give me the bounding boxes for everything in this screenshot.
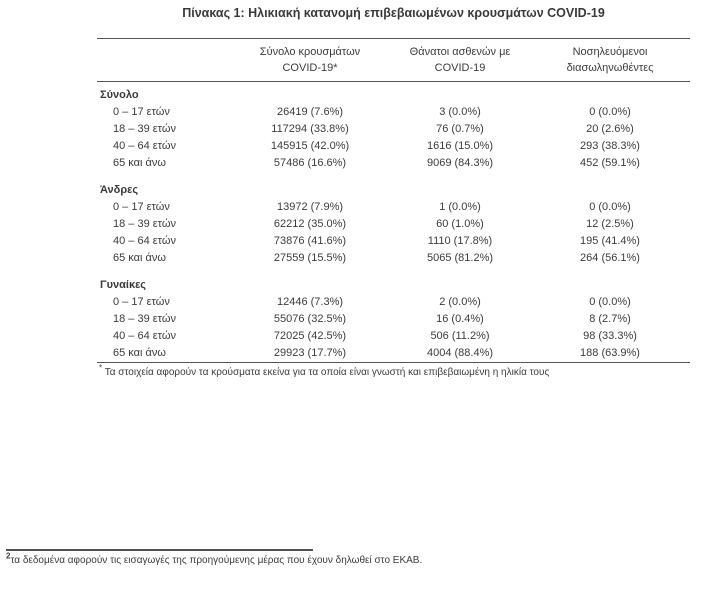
cases-value: 13972 (7.9%) bbox=[276, 201, 344, 213]
age-group-label: 0 – 17 ετών bbox=[113, 296, 170, 308]
deaths-value: 60 (1.0%) bbox=[436, 218, 484, 230]
age-group-label: 0 – 17 ετών bbox=[113, 106, 170, 118]
section-label-women: Γυναίκες bbox=[100, 279, 147, 291]
age-group-label: 18 – 39 ετών bbox=[113, 218, 176, 230]
header-intubated-line1: Νοσηλευόμενοι bbox=[572, 46, 648, 58]
cases-value: 12446 (7.3%) bbox=[276, 296, 344, 308]
table-row: 18 – 39 ετών 117294 (33.8%) 76 (0.7%) 20… bbox=[97, 121, 690, 138]
age-group-label: 65 και άνω bbox=[113, 252, 166, 264]
table-row: 0 – 17 ετών 13972 (7.9%) 1 (0.0%) 0 (0.0… bbox=[97, 199, 690, 216]
header-intubated-line2: διασωληνωθέντες bbox=[566, 62, 654, 74]
covid-age-table-container: Σύνολο κρουσμάτων COVID-19* Θάνατοι ασθε… bbox=[97, 38, 690, 378]
intubated-value: 293 (38.3%) bbox=[580, 140, 640, 152]
intubated-value: 188 (63.9%) bbox=[580, 347, 640, 359]
header-deaths: Θάνατοι ασθενών με COVID-19 bbox=[390, 38, 530, 82]
table-footnote-marker: * bbox=[99, 363, 103, 373]
header-deaths-line2: COVID-19 bbox=[434, 62, 486, 74]
cases-value: 57486 (16.6%) bbox=[273, 157, 347, 169]
header-empty-cell bbox=[97, 38, 230, 82]
intubated-value: 8 (2.7%) bbox=[589, 313, 631, 325]
cases-value: 117294 (33.8%) bbox=[271, 123, 349, 135]
header-total-cases: Σύνολο κρουσμάτων COVID-19* bbox=[230, 38, 390, 82]
age-group-label: 18 – 39 ετών bbox=[113, 313, 176, 325]
deaths-value: 4004 (88.4%) bbox=[426, 347, 494, 359]
table-row: 18 – 39 ετών 55076 (32.5%) 16 (0.4%) 8 (… bbox=[97, 311, 690, 328]
section-label-total: Σύνολο bbox=[100, 89, 139, 101]
deaths-value: 3 (0.0%) bbox=[439, 106, 481, 118]
intubated-value: 452 (59.1%) bbox=[580, 157, 640, 169]
intubated-value: 195 (41.4%) bbox=[580, 235, 640, 247]
table-row: 40 – 64 ετών 145915 (42.0%) 1616 (15.0%)… bbox=[97, 138, 690, 155]
intubated-value: 264 (56.1%) bbox=[580, 252, 640, 264]
table-footnote-text: Τα στοιχεία αφορούν τα κρούσματα εκείνα … bbox=[104, 367, 550, 378]
table-footnote: * Τα στοιχεία αφορούν τα κρούσματα εκείν… bbox=[97, 363, 690, 378]
table-row: 40 – 64 ετών 73876 (41.6%) 1110 (17.8%) … bbox=[97, 233, 690, 250]
footnote-divider bbox=[6, 549, 313, 551]
cases-value: 62212 (35.0%) bbox=[273, 218, 347, 230]
deaths-value: 9069 (84.3%) bbox=[426, 157, 494, 169]
table-row: 0 – 17 ετών 12446 (7.3%) 2 (0.0%) 0 (0.0… bbox=[97, 294, 690, 311]
cases-value: 73876 (41.6%) bbox=[273, 235, 347, 247]
page-title: Πίνακας 1: Ηλικιακή κατανομή επιβεβαιωμέ… bbox=[182, 6, 605, 20]
header-total-cases-line2: COVID-19* bbox=[282, 62, 338, 74]
age-group-label: 65 και άνω bbox=[113, 347, 166, 359]
deaths-value: 5065 (81.2%) bbox=[426, 252, 494, 264]
age-group-label: 40 – 64 ετών bbox=[113, 140, 176, 152]
header-row: Σύνολο κρουσμάτων COVID-19* Θάνατοι ασθε… bbox=[97, 38, 690, 82]
intubated-value: 98 (33.3%) bbox=[583, 330, 637, 342]
page-footnote-text: τα δεδομένα αφορούν τις εισαγωγές της πρ… bbox=[10, 555, 423, 566]
cases-value: 72025 (42.5%) bbox=[273, 330, 347, 342]
deaths-value: 1616 (15.0%) bbox=[426, 140, 494, 152]
section-header-row-total: Σύνολο bbox=[97, 82, 690, 105]
table-row: 40 – 64 ετών 72025 (42.5%) 506 (11.2%) 9… bbox=[97, 328, 690, 345]
table-row: 65 και άνω 29923 (17.7%) 4004 (88.4%) 18… bbox=[97, 345, 690, 363]
intubated-value: 0 (0.0%) bbox=[589, 296, 631, 308]
cases-value: 27559 (15.5%) bbox=[273, 252, 347, 264]
section-label-men: Άνδρες bbox=[100, 184, 139, 196]
header-intubated: Νοσηλευόμενοι διασωληνωθέντες bbox=[530, 38, 690, 82]
deaths-value: 16 (0.4%) bbox=[436, 313, 484, 325]
header-deaths-line1: Θάνατοι ασθενών με bbox=[409, 46, 511, 58]
table-header: Σύνολο κρουσμάτων COVID-19* Θάνατοι ασθε… bbox=[97, 38, 690, 82]
table-body: Σύνολο 0 – 17 ετών 26419 (7.6%) 3 (0.0%)… bbox=[97, 82, 690, 363]
table-row: 0 – 17 ετών 26419 (7.6%) 3 (0.0%) 0 (0.0… bbox=[97, 104, 690, 121]
table-row: 65 και άνω 27559 (15.5%) 5065 (81.2%) 26… bbox=[97, 250, 690, 267]
age-group-label: 40 – 64 ετών bbox=[113, 330, 176, 342]
section-header-row-men: Άνδρες bbox=[97, 172, 690, 199]
cases-value: 55076 (32.5%) bbox=[273, 313, 347, 325]
deaths-value: 1110 (17.8%) bbox=[427, 235, 493, 247]
header-total-cases-line1: Σύνολο κρουσμάτων bbox=[259, 46, 361, 58]
intubated-value: 12 (2.5%) bbox=[586, 218, 634, 230]
intubated-value: 0 (0.0%) bbox=[589, 201, 631, 213]
age-group-label: 0 – 17 ετών bbox=[113, 201, 170, 213]
page-footnote-marker: 2 bbox=[6, 551, 11, 561]
page-footnote: 2τα δεδομένα αφορούν τις εισαγωγές της π… bbox=[6, 549, 706, 566]
intubated-value: 20 (2.6%) bbox=[586, 123, 634, 135]
age-group-label: 65 και άνω bbox=[113, 157, 166, 169]
table-row: 65 και άνω 57486 (16.6%) 9069 (84.3%) 45… bbox=[97, 155, 690, 172]
cases-value: 145915 (42.0%) bbox=[270, 140, 350, 152]
deaths-value: 506 (11.2%) bbox=[430, 330, 490, 342]
deaths-value: 2 (0.0%) bbox=[439, 296, 481, 308]
deaths-value: 1 (0.0%) bbox=[439, 201, 481, 213]
cases-value: 29923 (17.7%) bbox=[273, 347, 347, 359]
deaths-value: 76 (0.7%) bbox=[436, 123, 484, 135]
age-group-label: 40 – 64 ετών bbox=[113, 235, 176, 247]
page-footnote-text-wrap: 2τα δεδομένα αφορούν τις εισαγωγές της π… bbox=[6, 551, 706, 566]
intubated-value: 0 (0.0%) bbox=[589, 106, 631, 118]
table-row: 18 – 39 ετών 62212 (35.0%) 60 (1.0%) 12 … bbox=[97, 216, 690, 233]
age-group-label: 18 – 39 ετών bbox=[113, 123, 176, 135]
cases-value: 26419 (7.6%) bbox=[276, 106, 344, 118]
covid-age-table: Σύνολο κρουσμάτων COVID-19* Θάνατοι ασθε… bbox=[97, 38, 690, 363]
section-header-row-women: Γυναίκες bbox=[97, 267, 690, 294]
